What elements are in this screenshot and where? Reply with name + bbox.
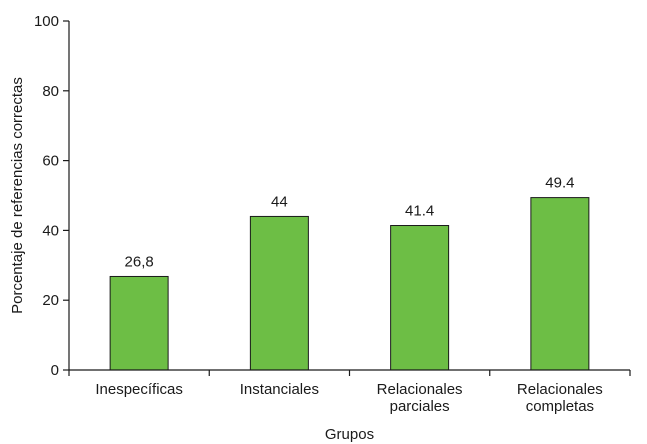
- bar: [390, 225, 450, 371]
- y-tick-label: 100: [34, 13, 59, 30]
- bar-value-label: 41.4: [405, 203, 434, 220]
- data-labels: 26,8 44 41.4 49.4: [125, 175, 575, 271]
- x-axis-ticks: Inespecíficas Instanciales Relacionalespar…: [68, 370, 631, 415]
- x-tick-label: completas: [526, 398, 594, 415]
- bar: [249, 215, 309, 371]
- x-tick-label: Relacionales: [517, 381, 603, 398]
- bars: [109, 197, 590, 371]
- bar: [109, 275, 169, 371]
- x-axis-title: Grupos: [325, 426, 374, 443]
- y-tick-label: 80: [42, 83, 59, 100]
- bar: [530, 197, 590, 371]
- y-axis-ticks: 0 20 40 60 80 100: [34, 13, 69, 379]
- y-tick-label: 20: [42, 292, 59, 309]
- bar-value-label: 44: [271, 193, 288, 210]
- x-tick-label: Inespecíficas: [95, 381, 183, 398]
- y-tick-label: 40: [42, 222, 59, 239]
- y-tick-label: 0: [51, 362, 59, 379]
- x-tick-label: parciales: [390, 398, 450, 415]
- x-tick-label: Instanciales: [240, 381, 319, 398]
- x-tick-label: Relacionales: [377, 381, 463, 398]
- y-tick-label: 60: [42, 153, 59, 170]
- bar-value-label: 49.4: [545, 175, 574, 192]
- y-axis-title: Porcentaje de referencias correctas: [9, 77, 26, 314]
- bar-value-label: 26,8: [125, 253, 154, 270]
